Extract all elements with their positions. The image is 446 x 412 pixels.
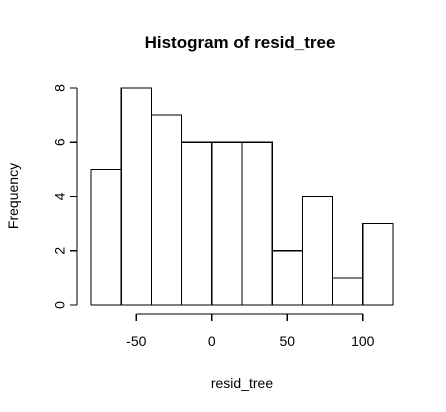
x-tick-label: 0: [208, 333, 216, 349]
histogram-bar: [271, 250, 304, 306]
y-axis-title: Frequency: [5, 163, 21, 229]
histogram-bar: [181, 141, 213, 306]
y-tick-label: 2: [52, 247, 68, 255]
histogram-bar: [150, 114, 183, 306]
chart-title: Histogram of resid_tree: [145, 33, 336, 52]
histogram-bar: [362, 223, 394, 306]
histogram-bar: [90, 168, 122, 306]
histogram-bar: [332, 277, 364, 306]
y-axis: 0 2 4 6 8: [52, 84, 78, 309]
x-tick-label: -50: [126, 333, 146, 349]
x-axis: -50 0 50 100: [126, 313, 375, 349]
histogram-bar: [211, 141, 243, 306]
y-tick-label: 8: [52, 84, 68, 92]
y-tick-label: 0: [52, 301, 68, 309]
histogram-bar: [301, 195, 334, 306]
y-tick-label: 4: [52, 192, 68, 200]
y-tick-label: 6: [52, 138, 68, 146]
histogram-bar: [120, 87, 152, 306]
bars-group: [90, 87, 394, 306]
histogram-bar: [241, 141, 273, 306]
x-axis-title: resid_tree: [211, 375, 273, 391]
x-tick-label: 50: [280, 333, 296, 349]
x-tick-label: 100: [351, 333, 375, 349]
